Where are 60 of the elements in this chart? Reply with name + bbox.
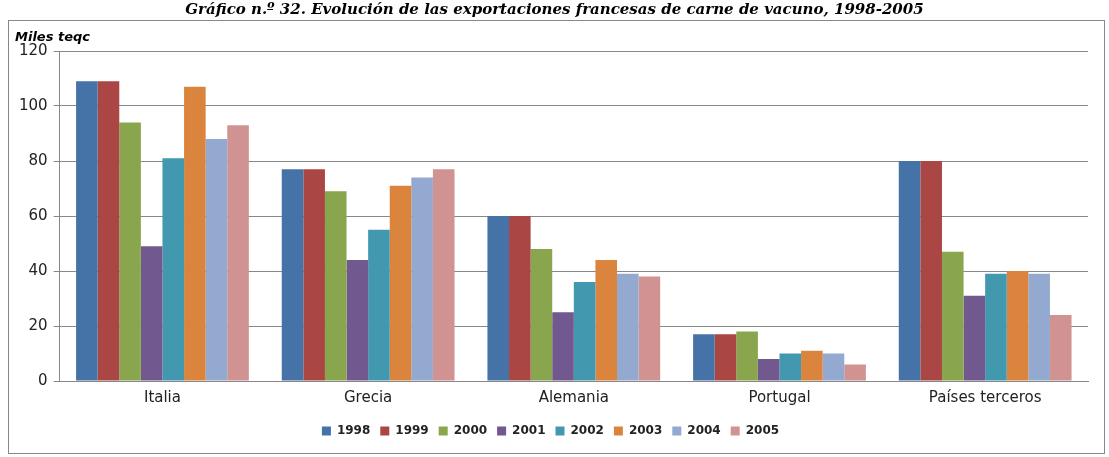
bar bbox=[714, 334, 737, 381]
legend-label: 2003 bbox=[628, 423, 663, 438]
bar bbox=[1006, 271, 1029, 381]
bar bbox=[184, 86, 206, 381]
chart-title: Gráfico n.º 32. Evolución de las exportaciones francesas de carne de vacuno, 1998-2005 bbox=[184, 0, 925, 18]
bar bbox=[920, 161, 942, 381]
bar bbox=[801, 350, 823, 381]
bar bbox=[941, 251, 964, 381]
bar bbox=[303, 169, 325, 381]
bar bbox=[844, 364, 866, 381]
legend-label: 2005 bbox=[745, 423, 780, 438]
bar bbox=[389, 185, 412, 381]
x-tick-label: Italia bbox=[143, 387, 181, 406]
bar bbox=[1049, 315, 1072, 381]
bar bbox=[76, 81, 98, 381]
legend-label: 1998 bbox=[336, 423, 371, 438]
bar bbox=[530, 249, 553, 381]
bar bbox=[898, 161, 921, 381]
bar bbox=[509, 216, 531, 381]
bar bbox=[162, 158, 185, 381]
legend-label: 2000 bbox=[453, 423, 488, 438]
bar bbox=[140, 246, 163, 381]
bar bbox=[617, 273, 639, 381]
y-tick-label: 100 bbox=[18, 95, 48, 114]
bar bbox=[1028, 273, 1050, 381]
bar bbox=[638, 276, 661, 381]
legend-label: 1999 bbox=[395, 423, 429, 438]
bar bbox=[97, 81, 120, 381]
bar bbox=[757, 359, 780, 381]
bar bbox=[368, 229, 390, 381]
x-tick-label: Grecia bbox=[343, 387, 393, 406]
bar bbox=[324, 191, 347, 381]
bar bbox=[552, 312, 574, 381]
bar bbox=[822, 353, 845, 381]
bar bbox=[411, 177, 433, 381]
bar bbox=[432, 169, 455, 381]
bar bbox=[779, 353, 802, 381]
legend-label: 2001 bbox=[512, 423, 546, 438]
bar bbox=[963, 295, 986, 381]
bar bbox=[985, 273, 1007, 381]
legend-label: 2002 bbox=[570, 423, 604, 438]
bar bbox=[281, 169, 304, 381]
x-tick-label: Países terceros bbox=[928, 387, 1042, 406]
bar bbox=[573, 282, 596, 381]
y-tick-label: 0 bbox=[38, 370, 48, 389]
x-tick-label: Portugal bbox=[748, 387, 811, 406]
bar bbox=[487, 216, 510, 381]
y-tick-label: 60 bbox=[28, 205, 48, 224]
legend-label: 2004 bbox=[687, 423, 721, 438]
bar bbox=[346, 260, 369, 381]
bar bbox=[693, 334, 715, 381]
bar bbox=[595, 260, 618, 381]
y-tick-label: 20 bbox=[28, 315, 48, 334]
y-tick-label: 40 bbox=[28, 260, 48, 279]
bar bbox=[227, 125, 249, 381]
y-tick-label: 80 bbox=[28, 150, 48, 169]
bar bbox=[205, 139, 228, 381]
x-tick-label: Alemania bbox=[538, 387, 609, 406]
bar bbox=[736, 331, 758, 381]
bar bbox=[119, 122, 141, 381]
